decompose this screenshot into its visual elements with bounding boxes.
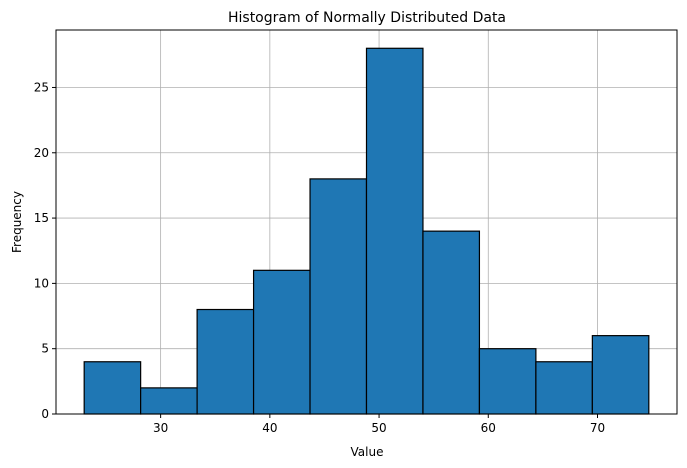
- chart-title: Histogram of Normally Distributed Data: [228, 10, 506, 26]
- x-tick-label: 50: [371, 421, 386, 435]
- histogram-bar: [140, 387, 198, 415]
- x-tick-label: 70: [590, 421, 605, 435]
- y-tick-label: 10: [34, 276, 49, 290]
- x-axis-ticks: 30 40 50 60 70: [153, 414, 605, 435]
- histogram-bar: [83, 361, 142, 415]
- y-axis-ticks: 0 5 10 15 20 25: [34, 80, 56, 421]
- histogram-bar: [252, 269, 311, 415]
- y-tick-label: 25: [34, 80, 49, 94]
- y-tick-label: 15: [34, 211, 49, 225]
- histogram-bars: [83, 47, 650, 415]
- histogram-bar: [309, 178, 368, 415]
- histogram-bar: [591, 335, 650, 415]
- plot-frame: [55, 29, 678, 415]
- histogram-bar: [478, 348, 537, 415]
- histogram-bar: [535, 361, 593, 415]
- x-tick-label: 60: [481, 421, 496, 435]
- y-tick-label: 0: [41, 407, 49, 421]
- y-axis-label: Frequency: [10, 191, 24, 253]
- x-tick-label: 30: [153, 421, 168, 435]
- histogram-bar: [365, 47, 424, 415]
- x-tick-label: 40: [262, 421, 277, 435]
- y-tick-label: 20: [34, 146, 49, 160]
- x-axis-label: Value: [351, 445, 384, 459]
- histogram-bar: [422, 230, 481, 415]
- histogram-bar: [196, 308, 255, 415]
- y-tick-label: 5: [41, 342, 49, 356]
